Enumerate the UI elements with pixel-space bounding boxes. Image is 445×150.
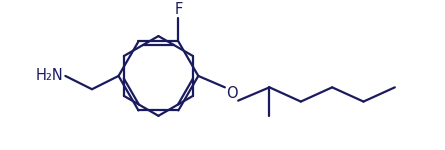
- Text: H₂N: H₂N: [36, 68, 64, 83]
- Text: F: F: [174, 2, 182, 17]
- Text: O: O: [226, 87, 237, 102]
